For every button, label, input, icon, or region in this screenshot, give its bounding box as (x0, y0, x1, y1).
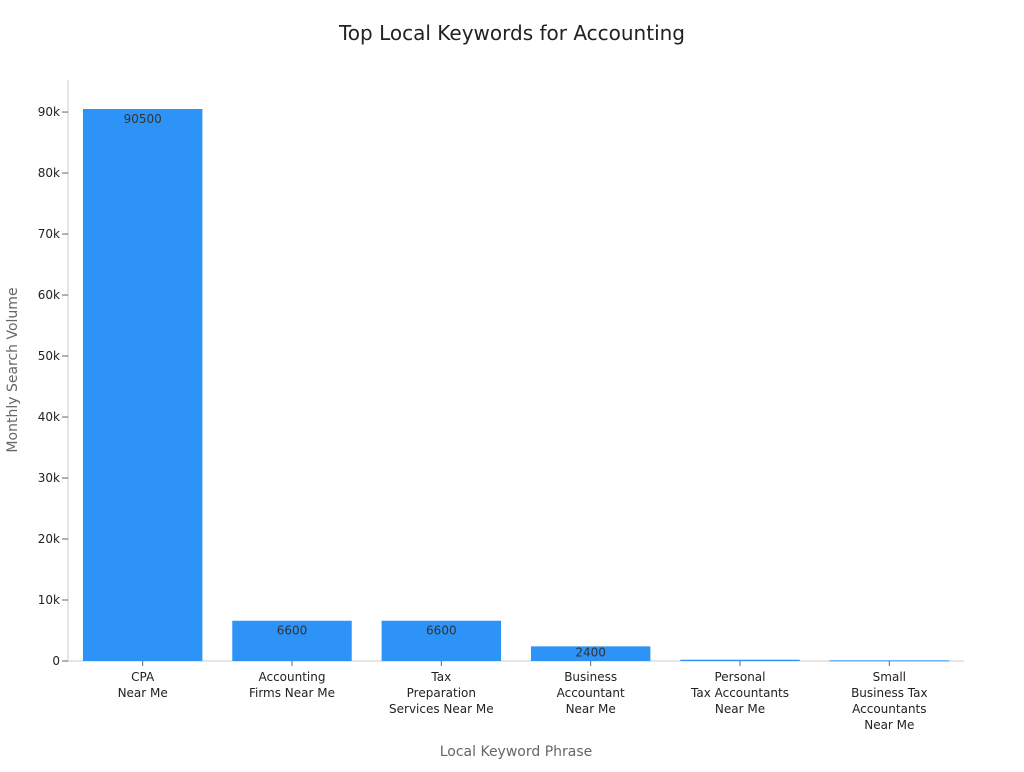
x-tick-label: Preparation (407, 686, 476, 700)
bar (829, 660, 950, 662)
bar (82, 109, 203, 661)
x-tick-label: Near Me (118, 686, 168, 700)
bar (232, 620, 352, 661)
x-tick-label: CPA (131, 670, 155, 684)
bar-value-label: 2400 (575, 645, 606, 659)
bar-value-label: 6600 (277, 624, 308, 638)
x-tick-label: Tax (430, 670, 451, 684)
y-tick-label: 30k (38, 471, 60, 485)
x-tick-label: Accounting (258, 670, 325, 684)
y-tick-label: 0 (52, 654, 60, 668)
y-axis-ticks: 0 10k 20k 30k 40k 50k 60k 70k 80k 90k (38, 105, 68, 668)
x-tick-label: Accountant (557, 686, 625, 700)
bar-value-label: 6600 (426, 624, 457, 638)
x-tick-label: Tax Accountants (690, 686, 789, 700)
x-tick-label: Near Me (715, 702, 765, 716)
bars-group (82, 109, 950, 662)
bar (530, 646, 651, 661)
bar-labels-group: 90500 6600 6600 2400 (124, 112, 606, 659)
x-tick-label: Small (873, 670, 906, 684)
x-tick-label: Accountants (852, 702, 926, 716)
y-tick-label: 50k (38, 349, 60, 363)
y-tick-label: 10k (38, 593, 60, 607)
bar (381, 620, 502, 661)
y-tick-label: 70k (38, 227, 60, 241)
x-axis-title: Local Keyword Phrase (440, 744, 593, 760)
y-tick-label: 20k (38, 532, 60, 546)
y-tick-label: 90k (38, 105, 60, 119)
y-axis-title: Monthly Search Volume (5, 287, 21, 452)
x-tick-label: Business (564, 670, 617, 684)
bar (680, 659, 800, 661)
y-tick-label: 40k (38, 410, 60, 424)
x-tick-label: Personal (714, 670, 765, 684)
x-axis-ticks: CPA Near Me Accounting Firms Near Me Tax Prep… (118, 661, 928, 732)
chart-title: Top Local Keywords for Accounting (338, 21, 685, 45)
x-tick-label: Near Me (864, 718, 914, 732)
x-tick-label: Firms Near Me (249, 686, 335, 700)
x-tick-label: Near Me (566, 702, 616, 716)
y-tick-label: 80k (38, 166, 60, 180)
x-tick-label: Services Near Me (389, 702, 494, 716)
y-tick-label: 60k (38, 288, 60, 302)
x-tick-label: Business Tax (851, 686, 928, 700)
bar-value-label: 90500 (124, 112, 162, 126)
